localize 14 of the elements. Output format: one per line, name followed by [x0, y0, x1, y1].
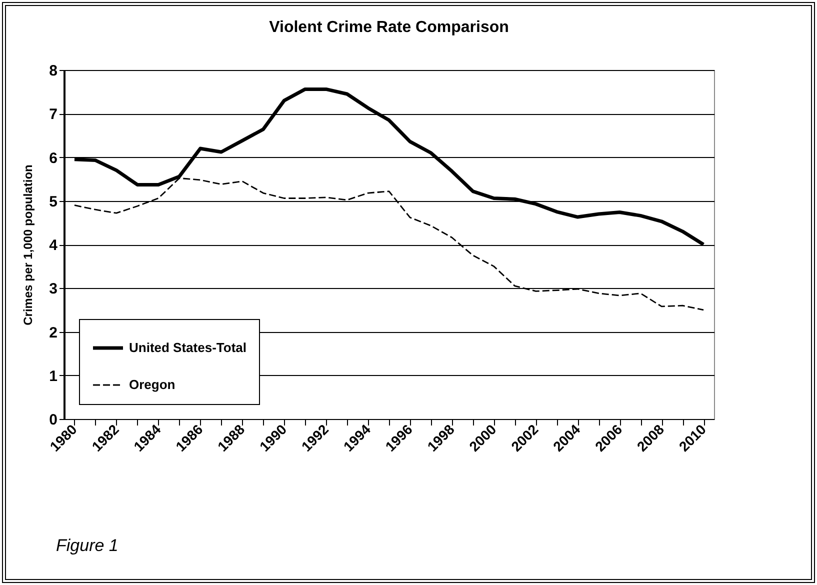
legend-label: United States-Total	[129, 340, 246, 355]
y-tick-label: 0	[49, 412, 58, 428]
legend-label: Oregon	[129, 377, 176, 392]
y-tick-label: 3	[49, 280, 58, 298]
y-tick-label: 7	[49, 106, 58, 124]
chart-title: Violent Crime Rate Comparison	[269, 19, 509, 36]
y-tick-label: 8	[49, 62, 58, 80]
caption: Figure 1	[56, 536, 118, 556]
y-axis-title: Crimes per 1,000 population	[21, 164, 36, 326]
y-tick-label: 5	[49, 193, 58, 210]
y-tick-label: 2	[49, 324, 58, 342]
y-tick-label: 4	[49, 237, 58, 254]
y-tick-label: 6	[49, 150, 58, 167]
y-tick-label: 1	[49, 368, 58, 385]
